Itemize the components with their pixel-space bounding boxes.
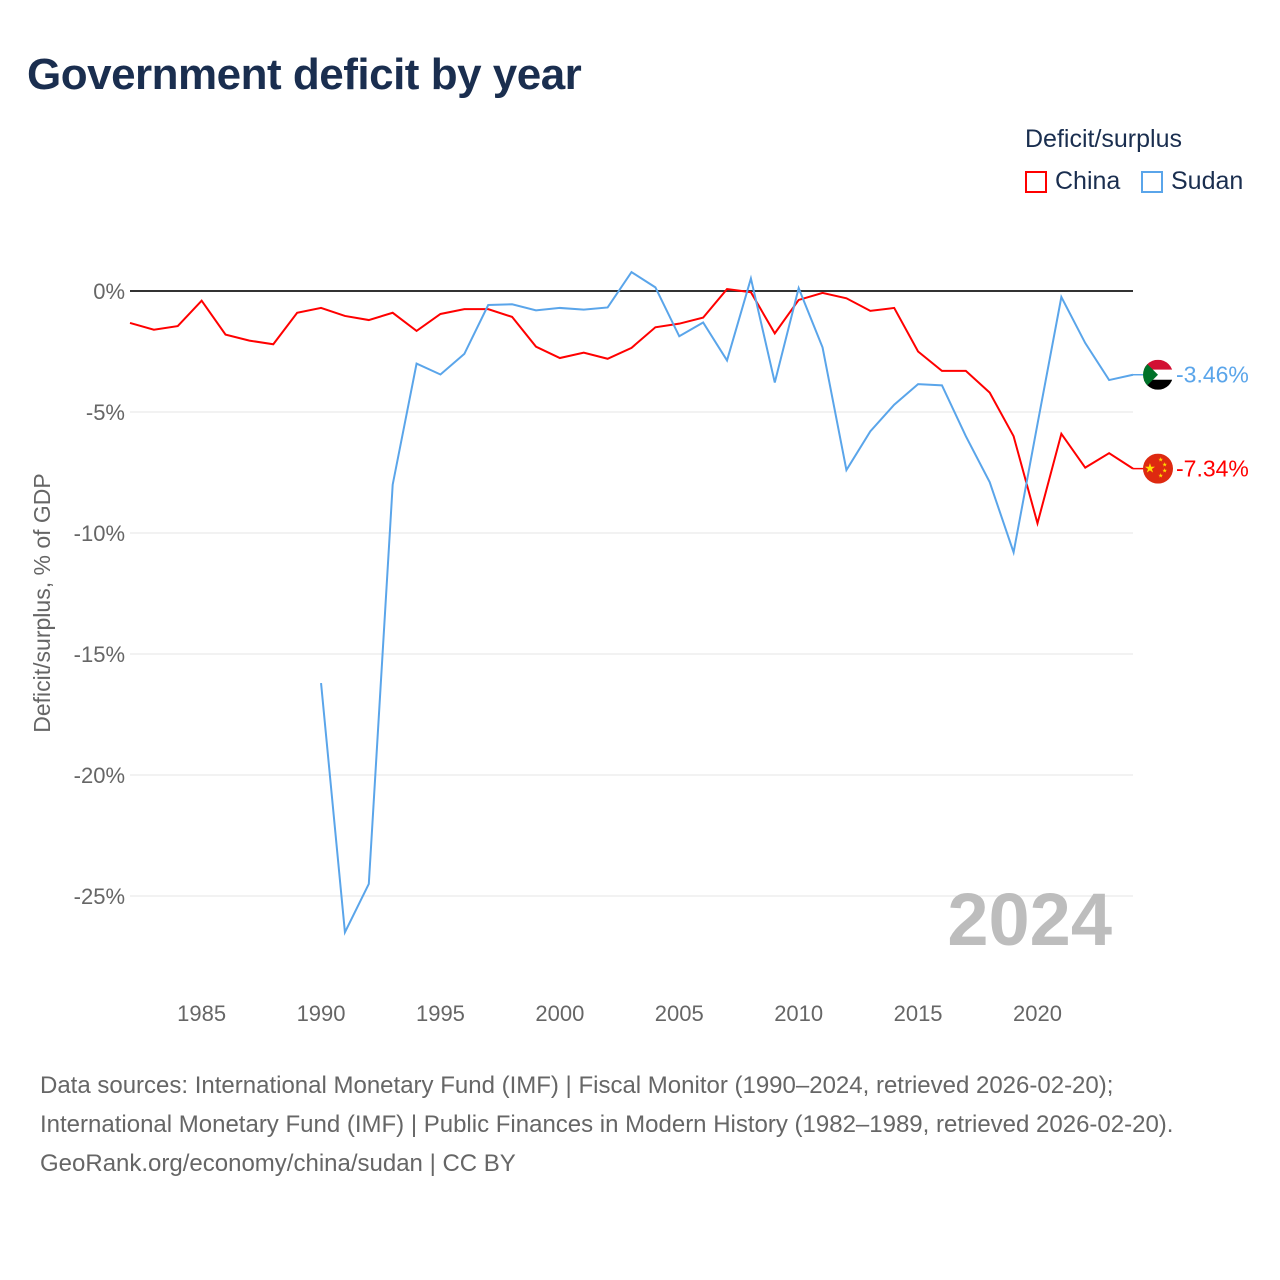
legend-swatch-sudan bbox=[1141, 170, 1163, 193]
svg-text:★: ★ bbox=[1162, 468, 1167, 475]
footer: Data sources: International Monetary Fun… bbox=[40, 1066, 1240, 1183]
series-line-sudan[interactable] bbox=[320, 270, 1134, 936]
series-line-china[interactable] bbox=[129, 288, 1134, 528]
end-value-label-sudan: -3.46% bbox=[1176, 362, 1249, 388]
y-tick-label: -10% bbox=[74, 521, 125, 546]
sudan-flag-icon bbox=[1143, 359, 1173, 390]
svg-text:★: ★ bbox=[1158, 457, 1163, 464]
svg-text:★: ★ bbox=[1144, 461, 1156, 476]
y-axis-label: Deficit/surplus, % of GDP bbox=[29, 473, 55, 732]
x-tick-label: 2000 bbox=[535, 1001, 584, 1026]
x-tick-label: 2020 bbox=[1013, 1001, 1062, 1026]
legend-item-sudan[interactable]: Sudan bbox=[1141, 167, 1243, 196]
legend-item-china[interactable]: China bbox=[1025, 167, 1120, 196]
x-tick-label: 2010 bbox=[774, 1001, 823, 1026]
y-tick-label: -20% bbox=[74, 763, 125, 788]
svg-text:★: ★ bbox=[1158, 473, 1163, 480]
y-tick-label: -25% bbox=[74, 884, 125, 909]
x-tick-label: 1990 bbox=[297, 1001, 346, 1026]
year-watermark: 2024 bbox=[947, 878, 1112, 961]
chart-title: Government deficit by year bbox=[27, 50, 582, 99]
y-tick-label: -15% bbox=[74, 642, 125, 667]
china-flag-icon: ★ ★★★★ bbox=[1143, 453, 1173, 484]
credit-link[interactable]: GeoRank.org/economy/china/sudan | CC BY bbox=[40, 1150, 516, 1177]
data-sources: Data sources: International Monetary Fun… bbox=[40, 1072, 1174, 1138]
end-value-label-china: -7.34% bbox=[1176, 456, 1249, 482]
y-tick-label: -5% bbox=[86, 400, 125, 425]
x-tick-label: 1995 bbox=[416, 1001, 465, 1026]
legend-label: Sudan bbox=[1171, 167, 1244, 195]
legend-label: China bbox=[1055, 167, 1121, 195]
legend-title: Deficit/surplus bbox=[1025, 125, 1182, 153]
svg-text:★: ★ bbox=[1162, 462, 1167, 469]
legend-swatch-china bbox=[1025, 170, 1047, 193]
y-tick-label: 0% bbox=[93, 279, 125, 304]
x-tick-label: 2015 bbox=[894, 1001, 943, 1026]
x-tick-label: 2005 bbox=[655, 1001, 704, 1026]
x-tick-label: 1985 bbox=[177, 1001, 226, 1026]
